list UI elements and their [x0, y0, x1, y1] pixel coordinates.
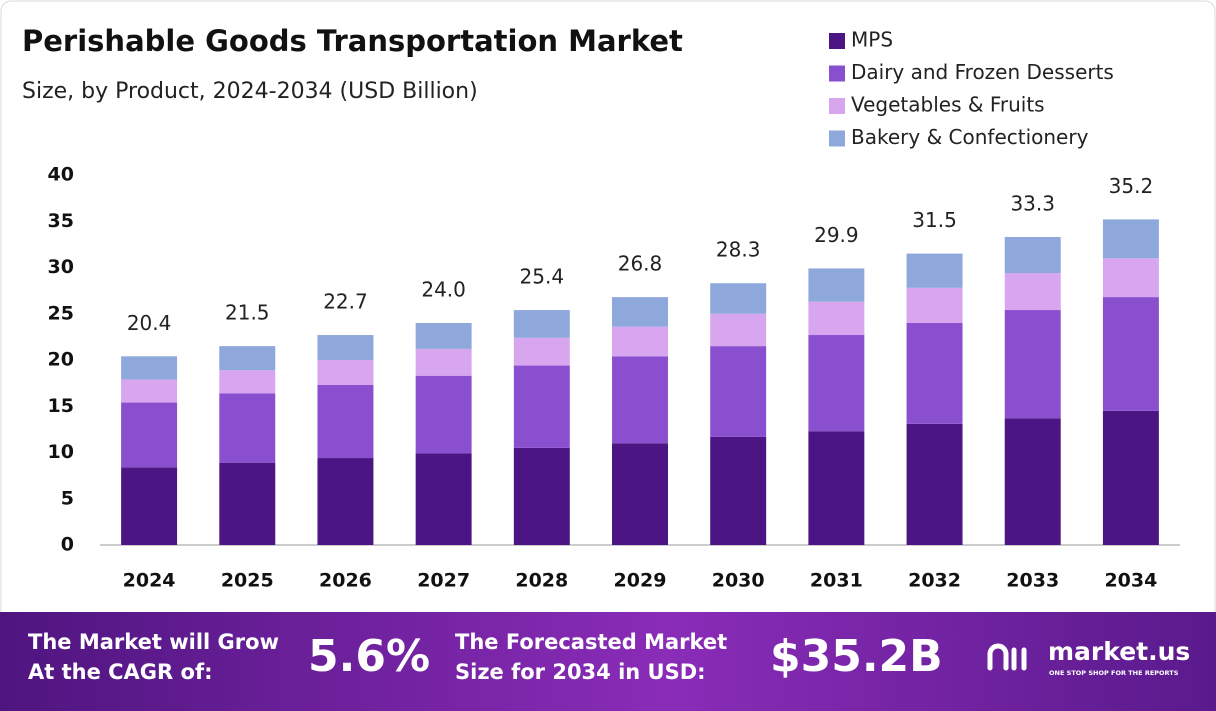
- x-tick-label: 2027: [417, 570, 470, 592]
- x-tick-label: 2029: [614, 570, 667, 592]
- bar-segment: [612, 443, 668, 545]
- cagr-text: At the CAGR of:: [28, 660, 213, 684]
- bar-segment: [1004, 236, 1061, 274]
- legend-label: Vegetables & Fruits: [851, 93, 1045, 117]
- legend-swatch: [829, 33, 845, 49]
- total-label: 31.5: [912, 208, 957, 232]
- x-tick-label: 2031: [810, 570, 863, 592]
- bar-segment: [317, 384, 374, 459]
- bar-segment: [121, 467, 178, 545]
- total-label: 25.4: [520, 265, 565, 289]
- y-tick-label: 20: [48, 349, 74, 371]
- total-label: 22.7: [323, 290, 368, 314]
- bar-segment: [415, 323, 472, 349]
- legend-swatch: [829, 65, 845, 82]
- bar-segment: [513, 447, 570, 545]
- legend-label: MPS: [851, 28, 893, 52]
- legend-label: Bakery & Confectionery: [851, 125, 1089, 149]
- bar-segment: [1102, 219, 1159, 259]
- y-tick-label: 5: [61, 487, 74, 509]
- x-tick-label: 2034: [1104, 570, 1157, 592]
- bar-segment: [710, 346, 767, 437]
- cagr-value: 5.6%: [308, 631, 430, 682]
- bar-segment: [1102, 410, 1159, 545]
- bar-segment: [513, 310, 570, 338]
- bar-segment: [121, 379, 178, 403]
- bar-segment: [317, 360, 374, 385]
- bar-segment: [415, 348, 472, 376]
- forecast-value: $35.2B: [770, 631, 943, 682]
- total-label: 26.8: [618, 252, 663, 276]
- bar-segment: [219, 393, 276, 463]
- bar-segment: [808, 301, 865, 336]
- total-label: 35.2: [1109, 174, 1154, 198]
- bar-segment: [1004, 310, 1061, 419]
- x-tick-label: 2028: [515, 570, 568, 592]
- forecast-text: Size for 2034 in USD:: [455, 660, 706, 684]
- y-tick-label: 0: [61, 534, 74, 556]
- total-label: 29.9: [814, 223, 859, 247]
- bar-segment: [808, 431, 865, 545]
- bar-segment: [906, 287, 963, 323]
- bar-segment: [219, 370, 276, 394]
- x-tick-label: 2030: [712, 570, 765, 592]
- y-tick-label: 10: [48, 441, 74, 463]
- brand-logo: [987, 643, 1027, 671]
- legend-label: Dairy and Frozen Desserts: [851, 60, 1114, 84]
- bar-segment: [612, 356, 668, 444]
- bar-segment: [415, 375, 472, 454]
- y-tick-label: 25: [48, 302, 74, 324]
- cagr-text: The Market will Grow: [28, 630, 279, 654]
- bar-segment: [612, 326, 668, 357]
- bar-segment: [612, 297, 668, 327]
- x-tick-label: 2024: [123, 570, 176, 592]
- total-label: 33.3: [1010, 191, 1055, 215]
- legend-swatch: [829, 98, 845, 114]
- bar-segment: [317, 458, 374, 545]
- y-tick-label: 15: [48, 395, 74, 417]
- chart-title: Perishable Goods Transportation Market: [22, 24, 683, 58]
- bar-segment: [1102, 258, 1159, 298]
- bar-segment: [710, 283, 767, 314]
- x-tick-label: 2026: [319, 570, 372, 592]
- bar-segment: [710, 436, 767, 545]
- chart-subtitle: Size, by Product, 2024-2034 (USD Billion…: [22, 79, 478, 104]
- bar-segment: [121, 402, 178, 468]
- bar-segment: [1004, 418, 1061, 545]
- total-label: 28.3: [716, 238, 761, 262]
- y-tick-label: 40: [48, 164, 74, 186]
- x-tick-label: 2025: [221, 570, 274, 592]
- bar-segment: [513, 365, 570, 448]
- total-label: 24.0: [421, 278, 466, 302]
- bar-segment: [906, 253, 963, 288]
- forecast-text: The Forecasted Market: [455, 630, 727, 654]
- brand: market.us: [1048, 637, 1190, 666]
- total-label: 21.5: [225, 301, 270, 325]
- x-tick-label: 2033: [1006, 570, 1059, 592]
- x-tick-label: 2032: [908, 570, 961, 592]
- bar-segment: [219, 346, 276, 371]
- y-tick-label: 35: [48, 210, 74, 232]
- bar-segment: [808, 268, 865, 302]
- legend-swatch: [829, 130, 845, 147]
- bar-segment: [906, 323, 963, 424]
- bar-segment: [808, 335, 865, 432]
- tagline: ONE STOP SHOP FOR THE REPORTS: [1049, 669, 1179, 677]
- bar-segment: [219, 462, 276, 545]
- total-label: 20.4: [127, 311, 172, 335]
- bar-segment: [906, 423, 963, 545]
- y-tick-label: 30: [48, 256, 74, 278]
- bar-segment: [513, 337, 570, 366]
- bar-segment: [1102, 297, 1159, 411]
- bar-segment: [317, 335, 374, 360]
- bar-segment: [1004, 273, 1061, 311]
- bar-segment: [415, 453, 472, 545]
- bar-segment: [121, 356, 178, 380]
- bar-segment: [710, 313, 767, 347]
